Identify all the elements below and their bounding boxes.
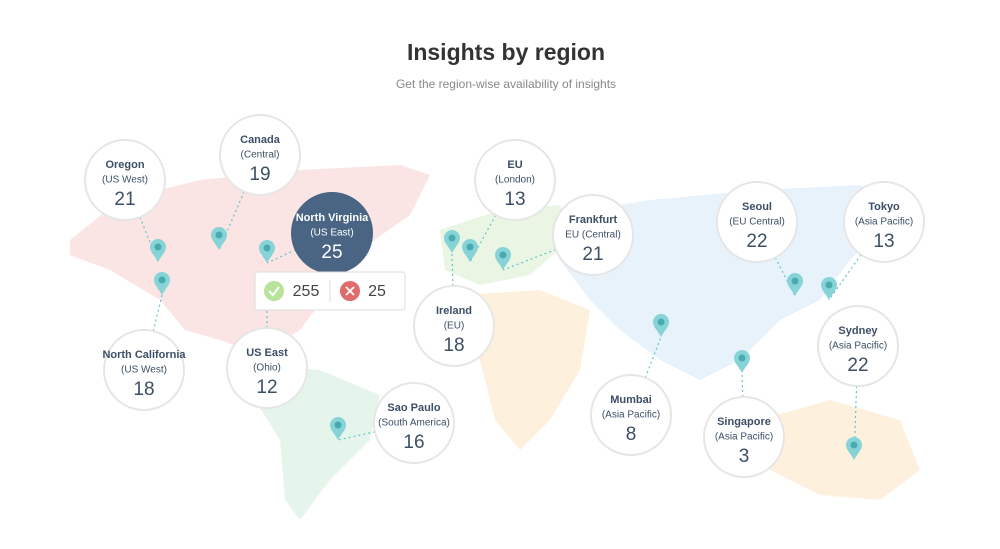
bubble (219, 114, 301, 196)
title: Insights by region (407, 39, 605, 65)
subtitle: Get the region-wise availability of insi… (396, 77, 616, 91)
region-name: Sao Paulo (387, 402, 440, 414)
pin-dot (657, 318, 665, 326)
bubble (590, 374, 672, 456)
region-count: 13 (504, 189, 525, 210)
region-count: 22 (847, 355, 868, 376)
region-zone: (US East) (310, 228, 353, 239)
region-name: US East (246, 347, 288, 359)
region-zone: (Asia Pacific) (855, 217, 913, 228)
failed-count: 25 (368, 283, 386, 300)
region-count: 25 (321, 242, 342, 263)
pin-dot (466, 243, 474, 251)
bubble (716, 181, 798, 263)
region-zone: (Asia Pacific) (602, 410, 660, 421)
bubble (817, 305, 899, 387)
region-name: Frankfurt (569, 214, 618, 226)
bubble (84, 139, 166, 221)
region-zone: (Asia Pacific) (829, 341, 887, 352)
pin-dot (263, 244, 271, 252)
pin-dot (154, 243, 162, 251)
region-zone: (EU) (444, 321, 465, 332)
region-name: Canada (240, 134, 281, 146)
region-zone: (EU Central) (729, 217, 785, 228)
pin-dot (158, 276, 166, 284)
region-count: 21 (582, 244, 603, 265)
bubble (552, 194, 634, 276)
region-zone: (Ohio) (253, 363, 281, 374)
region-count: 22 (746, 231, 767, 252)
pin-dot (215, 231, 223, 239)
region-name: Tokyo (868, 201, 900, 213)
bubble (103, 329, 185, 411)
region-zone: (Asia Pacific) (715, 432, 773, 443)
region-name: Oregon (105, 159, 144, 171)
bubbles: Oregon (US West) 21 Canada (Central) 19 North … (84, 114, 925, 478)
region-zone: (South America) (378, 418, 450, 429)
pin-dot (825, 281, 833, 289)
pin-dot (791, 277, 799, 285)
pin-dot (850, 441, 858, 449)
pin-dot (738, 354, 746, 362)
region-count: 21 (114, 189, 135, 210)
region-name: North Virginia (296, 212, 369, 224)
region-count: 8 (626, 424, 637, 445)
region-name: EU (507, 159, 522, 171)
tooltip: 255 25 (254, 271, 406, 311)
region-count: 18 (443, 335, 464, 356)
bubble (843, 181, 925, 263)
bubble (703, 396, 785, 478)
region-zone: (US West) (102, 175, 148, 186)
region-count: 18 (133, 379, 154, 400)
link (756, 221, 796, 297)
region-name: Mumbai (610, 394, 652, 406)
pin-dot (499, 251, 507, 259)
pin-dot (448, 234, 456, 242)
region-name: Ireland (436, 305, 472, 317)
region-zone: EU (Central) (565, 230, 621, 241)
link (630, 336, 662, 416)
region-zone: (US West) (121, 365, 167, 376)
bubble (373, 382, 455, 464)
success-icon (264, 281, 284, 301)
bubble (413, 285, 495, 367)
region-name: North California (102, 349, 186, 361)
region-zone: (London) (495, 175, 535, 186)
pins (150, 227, 862, 460)
region-count: 3 (739, 446, 750, 467)
region-count: 19 (249, 164, 270, 185)
region-name: Singapore (717, 416, 771, 428)
bubble (226, 327, 308, 409)
bubble (474, 139, 556, 221)
region-count: 13 (873, 231, 894, 252)
region-count: 16 (403, 432, 424, 453)
success-count: 255 (293, 283, 320, 300)
pin-dot (334, 421, 342, 429)
region-name: Seoul (742, 201, 772, 213)
region-zone: (Central) (241, 150, 280, 161)
region-count: 12 (256, 377, 277, 398)
region-name: Sydney (838, 325, 878, 337)
